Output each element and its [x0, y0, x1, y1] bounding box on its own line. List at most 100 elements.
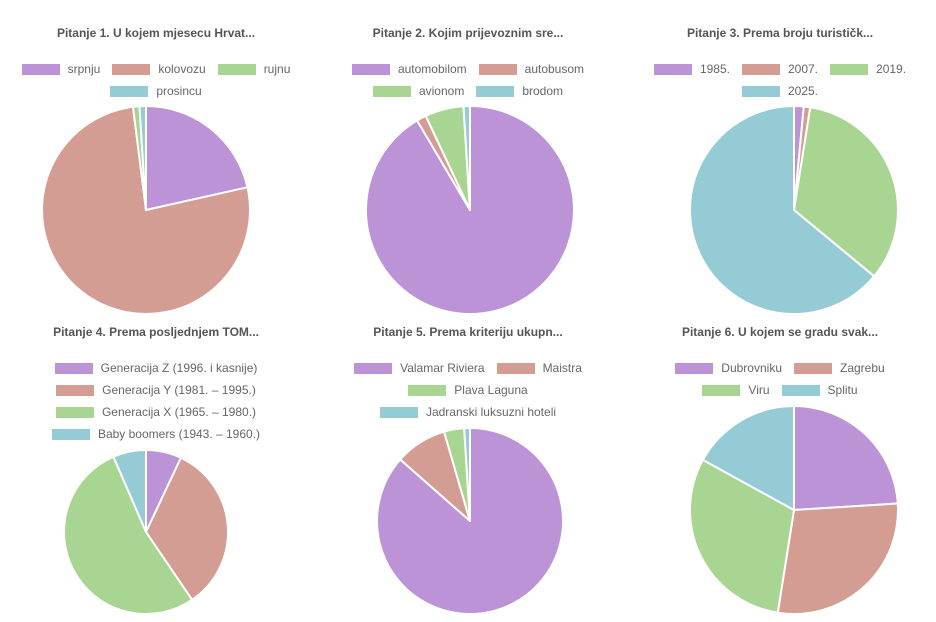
legend-label: 2007. [787, 62, 819, 76]
legend-row: srpnju kolovozu rujnu [0, 58, 312, 80]
pie-chart [689, 105, 899, 315]
legend-swatch [21, 63, 60, 75]
legend-item[interactable]: avionom [372, 84, 465, 98]
pie-slice-4[interactable] [701, 405, 795, 511]
legend-label: Generacija Z (1996. i kasnije) [100, 361, 258, 375]
chart-panel-6: Pitanje 6. U kojem se gradu svak... Dubro… [624, 299, 936, 622]
legend-swatch [54, 362, 93, 374]
legend-item[interactable]: Generacija Y (1981. – 1995.) [56, 383, 256, 397]
legend-label: 2019. [876, 62, 907, 76]
legend-swatch [51, 428, 90, 440]
legend-item[interactable]: rujnu [217, 62, 291, 76]
legend-item[interactable]: Maistra [496, 361, 582, 375]
legend-row: Valamar Riviera Maistra [312, 357, 624, 379]
legend-swatch [781, 384, 820, 396]
legend-item[interactable]: prosincu [110, 84, 202, 98]
legend-item[interactable]: Valamar Riviera [354, 361, 485, 375]
legend-swatch [675, 362, 714, 374]
chart-title: Pitanje 5. Prema kriteriju ukupn... [373, 325, 563, 339]
legend-item[interactable]: Jadranski luksuzni hoteli [379, 405, 557, 419]
legend-item[interactable]: srpnju [21, 62, 100, 76]
legend-item[interactable]: 2019. [830, 62, 906, 76]
legend-item[interactable]: Zagrebu [794, 361, 885, 375]
pie-slice-4[interactable] [689, 105, 876, 315]
legend-item[interactable]: kolovozu [112, 62, 206, 76]
chart-panel-4: Pitanje 4. Prema posljednjem TOM... Gener… [0, 299, 312, 622]
legend-swatch [56, 384, 95, 396]
chart-legend: Valamar Riviera Maistra Plava Laguna Jadran… [312, 357, 624, 423]
legend-row: prosincu [0, 80, 312, 102]
legend-swatch [110, 85, 149, 97]
chart-title: Pitanje 3. Prema broju turističk... [686, 26, 874, 40]
legend-item[interactable]: Baby boomers (1943. – 1960.) [51, 427, 260, 441]
legend-swatch [55, 406, 94, 418]
legend-label: Maistra [542, 361, 582, 375]
chart-title: Pitanje 4. Prema posljednjem TOM... [53, 325, 259, 339]
pie-slice-2[interactable] [776, 502, 899, 615]
legend-item[interactable]: autobusom [478, 62, 584, 76]
legend-row: Dubrovniku Zagrebu [624, 357, 936, 379]
pie-slice-2[interactable] [145, 456, 229, 601]
legend-item[interactable]: Generacija X (1965. – 1980.) [55, 405, 256, 419]
pie-chart [63, 449, 229, 615]
pie-slice-4[interactable] [463, 427, 471, 522]
legend-item[interactable]: Plava Laguna [408, 383, 528, 397]
legend-row: Plava Laguna [312, 379, 624, 401]
legend-swatch [653, 63, 692, 75]
legend-row: 1985. 2007. 2019. [624, 58, 936, 80]
legend-item[interactable]: Generacija Z (1996. i kasnije) [54, 361, 258, 375]
legend-label: Jadranski luksuzni hoteli [425, 405, 557, 419]
chart-panel-1: Pitanje 1. U kojem mjesecu Hrvat... srpnj… [0, 0, 312, 315]
legend-label: Splitu [827, 383, 858, 397]
legend-row: Baby boomers (1943. – 1960.) [0, 423, 312, 445]
legend-swatch [354, 362, 393, 374]
legend-label: avionom [418, 84, 465, 98]
chart-title: Pitanje 6. U kojem se gradu svak... [681, 325, 879, 339]
pie-slice-3[interactable] [63, 455, 194, 615]
legend-label: automobilom [397, 62, 467, 76]
pie-slice-3[interactable] [793, 106, 899, 278]
pie-slice-1[interactable] [145, 105, 249, 211]
legend-item[interactable]: Viru [702, 383, 770, 397]
chart-panel-2: Pitanje 2. Kojim prijevoznim sre... autom… [312, 0, 624, 315]
legend-row: automobilom autobusom [312, 58, 624, 80]
pie-slice-1[interactable] [793, 405, 899, 511]
legend-item[interactable]: 2007. [741, 62, 819, 76]
legend-label: prosincu [156, 84, 202, 98]
pie-chart [689, 405, 899, 615]
legend-swatch [741, 85, 780, 97]
legend-label: Plava Laguna [454, 383, 528, 397]
legend-item[interactable]: 1985. [653, 62, 730, 76]
pie-slice-3[interactable] [689, 458, 795, 614]
legend-row: Generacija X (1965. – 1980.) [0, 401, 312, 423]
chart-legend: automobilom autobusom avionom brodom [312, 58, 624, 102]
legend-item[interactable]: brodom [476, 84, 563, 98]
legend-row: Generacija Z (1996. i kasnije) [0, 357, 312, 379]
legend-swatch [112, 63, 151, 75]
chart-title: Pitanje 1. U kojem mjesecu Hrvat... [56, 26, 256, 40]
chart-legend: 1985. 2007. 2019. 2025. [624, 58, 936, 102]
legend-swatch [372, 85, 411, 97]
pie-slice-4[interactable] [112, 449, 147, 533]
legend-label: Valamar Riviera [400, 361, 485, 375]
legend-swatch [496, 362, 535, 374]
legend-label: 2025. [787, 84, 819, 98]
pie-slice-4[interactable] [138, 104, 147, 211]
legend-item[interactable]: Dubrovniku [675, 361, 782, 375]
legend-row: avionom brodom [312, 80, 624, 102]
legend-item[interactable]: Splitu [781, 383, 858, 397]
legend-row: Generacija Y (1981. – 1995.) [0, 379, 312, 401]
chart-panel-5: Pitanje 5. Prema kriteriju ukupn... Valam… [312, 299, 624, 622]
legend-row: 2025. [624, 80, 936, 102]
legend-swatch [476, 85, 515, 97]
legend-label: Viru [748, 383, 770, 397]
legend-label: brodom [522, 84, 564, 98]
legend-label: rujnu [263, 62, 291, 76]
legend-label: Zagrebu [840, 361, 885, 375]
legend-swatch [351, 63, 390, 75]
chart-panel-3: Pitanje 3. Prema broju turističk... 1985.… [624, 0, 936, 315]
pie-slice-4[interactable] [462, 104, 471, 211]
legend-label: 1985. [699, 62, 730, 76]
legend-item[interactable]: 2025. [741, 84, 819, 98]
legend-item[interactable]: automobilom [351, 62, 467, 76]
